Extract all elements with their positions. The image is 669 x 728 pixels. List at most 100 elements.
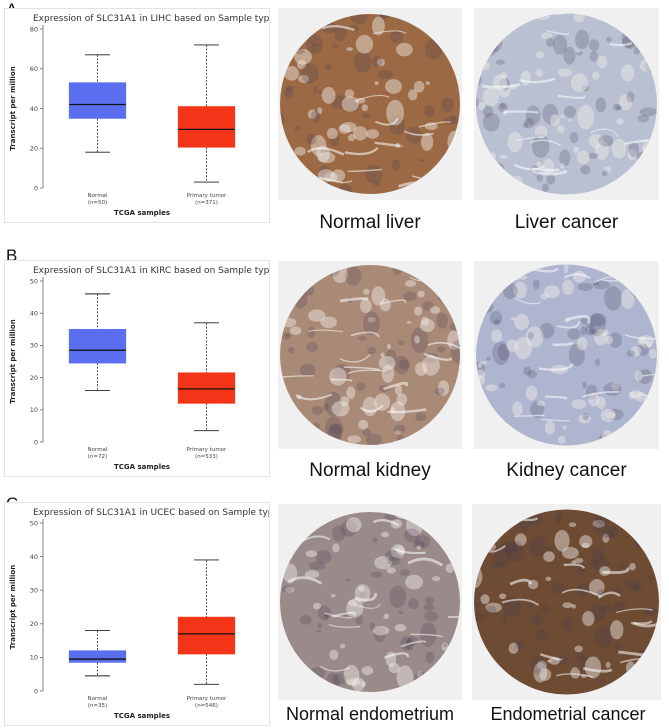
tissue-cell-cluster [492,74,507,92]
tissue-cell-cluster [437,265,443,271]
tissue-cell-cluster [580,264,594,267]
tissue-stroma-line [448,613,460,619]
boxplot-ucec: Expression of SLC31A1 in UCEC based on S… [4,502,270,726]
tissue-stroma-line [546,29,570,36]
tissue-stroma-line [616,608,653,614]
tissue-cell-cluster [451,38,460,46]
tissue-cell-cluster [573,13,585,23]
tissue-cell-cluster [626,350,636,357]
tissue-cell-cluster [611,138,627,159]
tissue-cell-cluster [434,527,446,537]
tissue-cell-cluster [280,265,287,266]
tissue-cell-cluster [535,51,545,59]
tissue-cell-cluster [652,520,659,536]
tissue-cell-cluster [630,345,642,357]
tissue-cell-cluster [354,97,366,104]
tissue-stroma-line [322,24,355,32]
tissue-cell-cluster [362,396,378,417]
tissue-cell-cluster [437,380,450,396]
tissue-cell-cluster [441,97,454,113]
tissue-cell-cluster [648,574,654,581]
tissue-cell-cluster [542,158,555,175]
tissue-cell-cluster [476,16,488,40]
tissue-cell-cluster [593,557,610,573]
x-axis-label: TCGA samples [114,712,170,720]
tissue-cell-cluster [628,141,639,157]
tissue-stroma-line [403,265,444,269]
tissue-cell-cluster [376,58,385,67]
chart-title: Expression of SLC31A1 in UCEC based on S… [33,508,269,518]
tissue-cell-cluster [637,114,649,123]
tissue-cell-cluster [284,586,295,593]
tissue-stroma-line [641,373,657,379]
x-axis-label: TCGA samples [114,209,170,217]
tissue-cell-cluster [501,540,517,554]
tissue-cell-cluster [286,333,291,337]
tissue-cell-cluster [653,504,661,509]
tissue-cell-cluster [361,104,368,112]
tissue-cell-cluster [419,191,431,194]
tissue-cell-cluster [572,509,587,511]
tissue-cell-cluster [282,332,291,340]
tissue-cell-cluster [572,270,587,283]
tissue-cell-cluster [626,91,635,103]
tissue-cell-cluster [561,616,573,632]
tissue-cell-cluster [530,655,546,675]
tissue-cell-cluster [550,114,560,127]
tissue-cell-cluster [311,405,324,416]
tissue-cell-cluster [536,173,543,182]
tissue-cell-cluster [396,434,405,445]
tissue-cell-cluster [328,423,344,435]
tissue-cell-cluster [414,335,420,344]
tissue-cell-cluster [318,151,336,164]
tissue-cell-cluster [442,151,455,158]
tissue-stroma-line [408,195,434,198]
tissue-cell-cluster [448,658,456,669]
tissue-cell-cluster [313,86,318,93]
tissue-cell-cluster [571,399,587,410]
tissue-cell-cluster [384,550,402,562]
tissue-stroma-line [557,321,581,329]
tissue-cell-cluster [547,659,552,663]
tissue-cell-cluster [454,265,460,270]
tissue-cell-cluster [577,282,593,291]
tissue-cell-cluster [294,146,306,156]
tissue-cell-cluster [454,687,460,692]
tissue-cell-cluster [496,59,505,65]
tissue-core [280,512,460,692]
tissue-cell-cluster [326,127,338,140]
tissue-cell-cluster [514,337,532,360]
tissue-cell-cluster [310,135,327,157]
tissue-stroma-line [407,557,444,567]
tissue-cell-cluster [482,87,500,107]
tissue-cell-cluster [312,43,317,47]
tissue-cell-cluster [374,393,391,411]
tissue-cell-cluster [618,94,633,111]
tissue-stroma-line [602,567,630,575]
tissue-cell-cluster [602,430,613,445]
tissue-cell-cluster [588,133,604,149]
tissue-cell-cluster [421,316,429,326]
tissue-cell-cluster [502,618,507,625]
tissue-cell-cluster [306,133,317,145]
tissue-cell-cluster [441,642,449,651]
tissue-cell-cluster [603,525,619,539]
tissue-cell-cluster [298,74,310,83]
tissue-cell-cluster [633,584,641,593]
tissue-cell-cluster [529,536,547,557]
tissue-stroma-line [456,690,460,692]
tissue-cell-cluster [424,596,434,604]
tissue-cell-cluster [563,264,569,270]
tissue-cell-cluster [280,654,282,661]
tissue-cell-cluster [639,107,657,117]
tissue-stroma-line [515,136,545,142]
tissue-cell-cluster [560,194,569,195]
tissue-cell-cluster [624,579,643,591]
y-axis-label: Transcript per million [9,66,17,150]
tissue-cell-cluster [477,509,490,513]
tissue-stroma-line [561,588,602,598]
tissue-cell-cluster [341,96,360,112]
tissue-cell-cluster [442,643,448,648]
tissue-stroma-line [543,13,577,15]
boxplot-kirc: Expression of SLC31A1 in KIRC based on S… [4,260,270,477]
